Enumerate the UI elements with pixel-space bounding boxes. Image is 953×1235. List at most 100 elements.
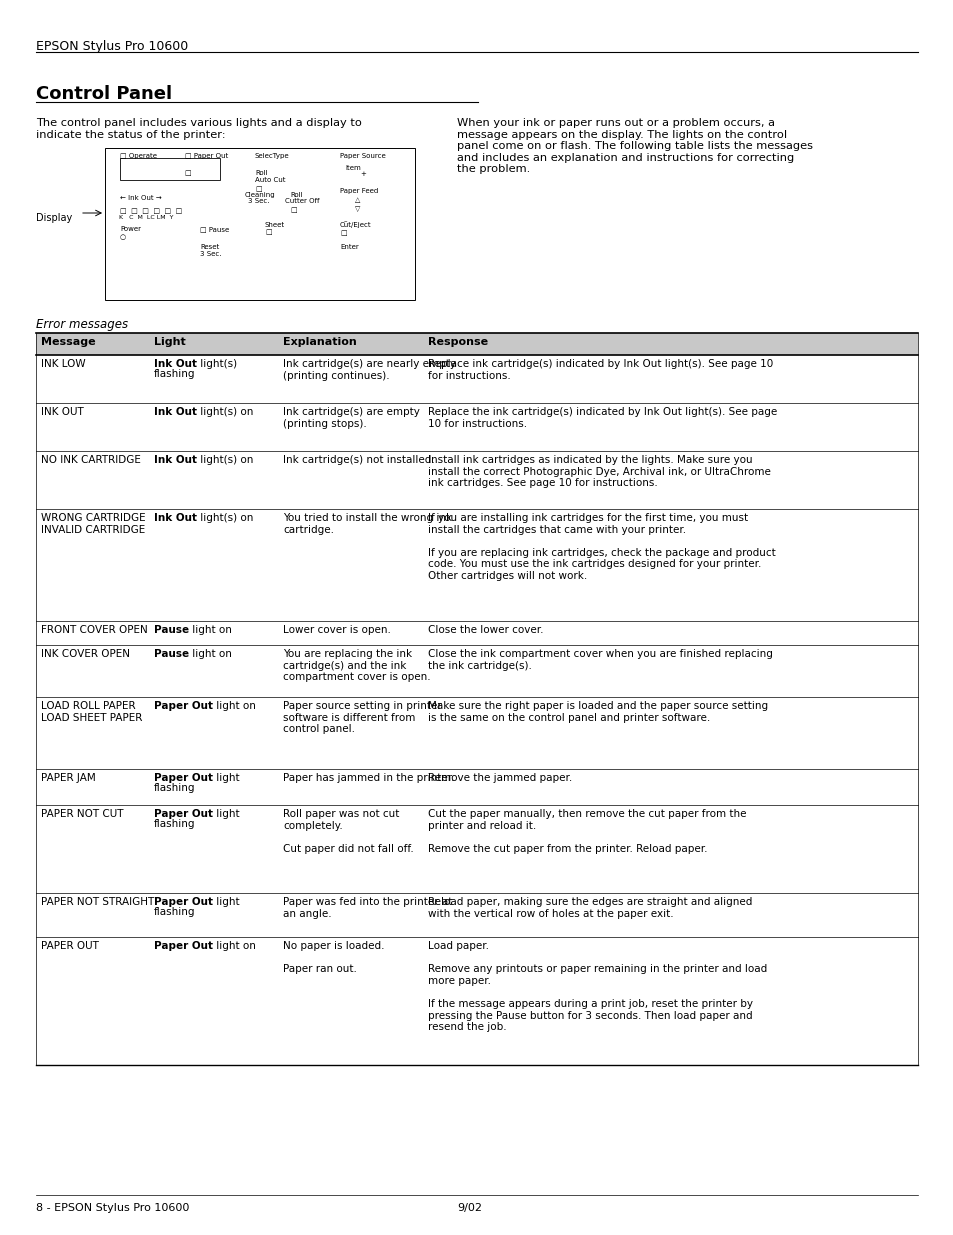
Text: Ink cartridge(s) are empty
(printing stops).: Ink cartridge(s) are empty (printing sto…: [283, 408, 419, 429]
Text: K   C  M  LC LM  Y: K C M LC LM Y: [119, 215, 173, 220]
Text: light on: light on: [189, 625, 232, 635]
Text: Roll paper was not cut
completely.

Cut paper did not fall off.: Roll paper was not cut completely. Cut p…: [283, 809, 414, 853]
Bar: [36, 333, 917, 354]
Text: Install ink cartridges as indicated by the lights. Make sure you
install the cor: Install ink cartridges as indicated by t…: [428, 454, 770, 488]
Text: Explanation: Explanation: [283, 337, 356, 347]
Text: □ Paper Out: □ Paper Out: [185, 153, 228, 159]
Text: PAPER JAM: PAPER JAM: [41, 773, 95, 783]
Text: Enter: Enter: [339, 245, 358, 249]
Text: INK LOW: INK LOW: [41, 359, 86, 369]
Text: Message: Message: [41, 337, 95, 347]
Text: □ Operate: □ Operate: [120, 153, 157, 159]
Text: Replace ink cartridge(s) indicated by Ink Out light(s). See page 10
for instruct: Replace ink cartridge(s) indicated by In…: [428, 359, 773, 380]
Text: LOAD ROLL PAPER
LOAD SHEET PAPER: LOAD ROLL PAPER LOAD SHEET PAPER: [41, 701, 142, 722]
Text: 3 Sec.: 3 Sec.: [248, 198, 269, 204]
Text: Paper Out: Paper Out: [153, 941, 213, 951]
Text: Paper was fed into the printer at
an angle.: Paper was fed into the printer at an ang…: [283, 897, 452, 919]
Text: Power: Power: [120, 226, 141, 232]
Text: ○: ○: [120, 233, 126, 240]
Text: light(s) on: light(s) on: [196, 408, 253, 417]
Text: □: □: [254, 186, 261, 191]
Text: Cut the paper manually, then remove the cut paper from the
printer and reload it: Cut the paper manually, then remove the …: [428, 809, 745, 853]
Text: light: light: [213, 809, 239, 819]
Text: No paper is loaded.

Paper ran out.: No paper is loaded. Paper ran out.: [283, 941, 384, 974]
Text: flashing: flashing: [153, 369, 195, 379]
Text: INK COVER OPEN: INK COVER OPEN: [41, 650, 130, 659]
Text: Item: Item: [345, 165, 360, 170]
Text: PAPER OUT: PAPER OUT: [41, 941, 99, 951]
Text: light(s) on: light(s) on: [196, 513, 253, 522]
Text: flashing: flashing: [153, 819, 195, 829]
Text: Control Panel: Control Panel: [36, 85, 172, 103]
Text: Paper Out: Paper Out: [153, 701, 213, 711]
Text: Paper Out: Paper Out: [153, 809, 213, 819]
Text: Light: Light: [153, 337, 186, 347]
Text: Make sure the right paper is loaded and the paper source setting
is the same on : Make sure the right paper is loaded and …: [428, 701, 767, 722]
Text: flashing: flashing: [153, 783, 195, 793]
Text: light: light: [213, 773, 239, 783]
Bar: [120, 158, 220, 180]
Text: FRONT COVER OPEN: FRONT COVER OPEN: [41, 625, 148, 635]
Text: light on: light on: [213, 701, 255, 711]
Text: □: □: [290, 207, 296, 212]
Text: Display: Display: [36, 212, 72, 224]
Text: Cut/Eject: Cut/Eject: [339, 222, 372, 228]
Text: Close the lower cover.: Close the lower cover.: [428, 625, 543, 635]
Text: Paper source setting in printer
software is different from
control panel.: Paper source setting in printer software…: [283, 701, 441, 734]
Text: ← Ink Out →: ← Ink Out →: [120, 195, 162, 201]
Text: Lower cover is open.: Lower cover is open.: [283, 625, 391, 635]
Text: Sheet: Sheet: [265, 222, 285, 228]
Text: light on: light on: [189, 650, 232, 659]
Text: You are replacing the ink
cartridge(s) and the ink
compartment cover is open.: You are replacing the ink cartridge(s) a…: [283, 650, 430, 682]
Text: Response: Response: [428, 337, 488, 347]
Text: When your ink or paper runs out or a problem occurs, a
message appears on the di: When your ink or paper runs out or a pro…: [456, 119, 812, 174]
Text: Remove the jammed paper.: Remove the jammed paper.: [428, 773, 572, 783]
Text: ▽: ▽: [355, 206, 360, 212]
Text: Error messages: Error messages: [36, 317, 128, 331]
Text: □ Pause: □ Pause: [200, 226, 229, 232]
Text: NO INK CARTRIDGE: NO INK CARTRIDGE: [41, 454, 141, 466]
Bar: [105, 148, 415, 300]
Text: Ink Out: Ink Out: [153, 513, 196, 522]
Text: WRONG CARTRIDGE
INVALID CARTRIDGE: WRONG CARTRIDGE INVALID CARTRIDGE: [41, 513, 146, 535]
Text: Roll: Roll: [254, 170, 268, 177]
Text: □: □: [265, 228, 272, 235]
Text: Ink Out: Ink Out: [153, 408, 196, 417]
Text: □: □: [339, 230, 346, 236]
Text: Paper Out: Paper Out: [153, 773, 213, 783]
Text: light(s) on: light(s) on: [196, 454, 253, 466]
Text: Reload paper, making sure the edges are straight and aligned
with the vertical r: Reload paper, making sure the edges are …: [428, 897, 752, 919]
Text: If you are installing ink cartridges for the first time, you must
install the ca: If you are installing ink cartridges for…: [428, 513, 775, 580]
Text: PAPER NOT CUT: PAPER NOT CUT: [41, 809, 123, 819]
Text: Ink cartridge(s) are nearly empty
(printing continues).: Ink cartridge(s) are nearly empty (print…: [283, 359, 456, 380]
Text: PAPER NOT STRAIGHT: PAPER NOT STRAIGHT: [41, 897, 154, 906]
Text: –: –: [344, 219, 347, 224]
Text: Paper has jammed in the printer.: Paper has jammed in the printer.: [283, 773, 454, 783]
Text: Paper Out: Paper Out: [153, 897, 213, 906]
Text: SelecType: SelecType: [254, 153, 290, 159]
Text: light: light: [213, 897, 239, 906]
Text: Auto Cut: Auto Cut: [254, 177, 285, 183]
Text: EPSON Stylus Pro 10600: EPSON Stylus Pro 10600: [36, 40, 188, 53]
Text: Pause: Pause: [153, 650, 189, 659]
Text: Ink cartridge(s) not installed.: Ink cartridge(s) not installed.: [283, 454, 435, 466]
Text: Replace the ink cartridge(s) indicated by Ink Out light(s). See page
10 for inst: Replace the ink cartridge(s) indicated b…: [428, 408, 777, 429]
Text: △: △: [355, 198, 360, 203]
Text: Close the ink compartment cover when you are finished replacing
the ink cartridg: Close the ink compartment cover when you…: [428, 650, 772, 671]
Text: You tried to install the wrong ink
cartridge.: You tried to install the wrong ink cartr…: [283, 513, 452, 535]
Text: Ink Out: Ink Out: [153, 359, 196, 369]
Text: INK OUT: INK OUT: [41, 408, 84, 417]
Text: The control panel includes various lights and a display to
indicate the status o: The control panel includes various light…: [36, 119, 361, 140]
Text: Paper Source: Paper Source: [339, 153, 385, 159]
Text: Ink Out: Ink Out: [153, 454, 196, 466]
Text: Reset: Reset: [200, 245, 219, 249]
Text: Roll: Roll: [290, 191, 302, 198]
Text: 9/02: 9/02: [456, 1203, 481, 1213]
Text: 3 Sec.: 3 Sec.: [200, 251, 221, 257]
Text: light on: light on: [213, 941, 255, 951]
Text: 8 - EPSON Stylus Pro 10600: 8 - EPSON Stylus Pro 10600: [36, 1203, 190, 1213]
Text: Cutter Off: Cutter Off: [285, 198, 319, 204]
Text: Pause: Pause: [153, 625, 189, 635]
Text: light(s): light(s): [196, 359, 237, 369]
Text: Load paper.

Remove any printouts or paper remaining in the printer and load
mor: Load paper. Remove any printouts or pape…: [428, 941, 766, 1032]
